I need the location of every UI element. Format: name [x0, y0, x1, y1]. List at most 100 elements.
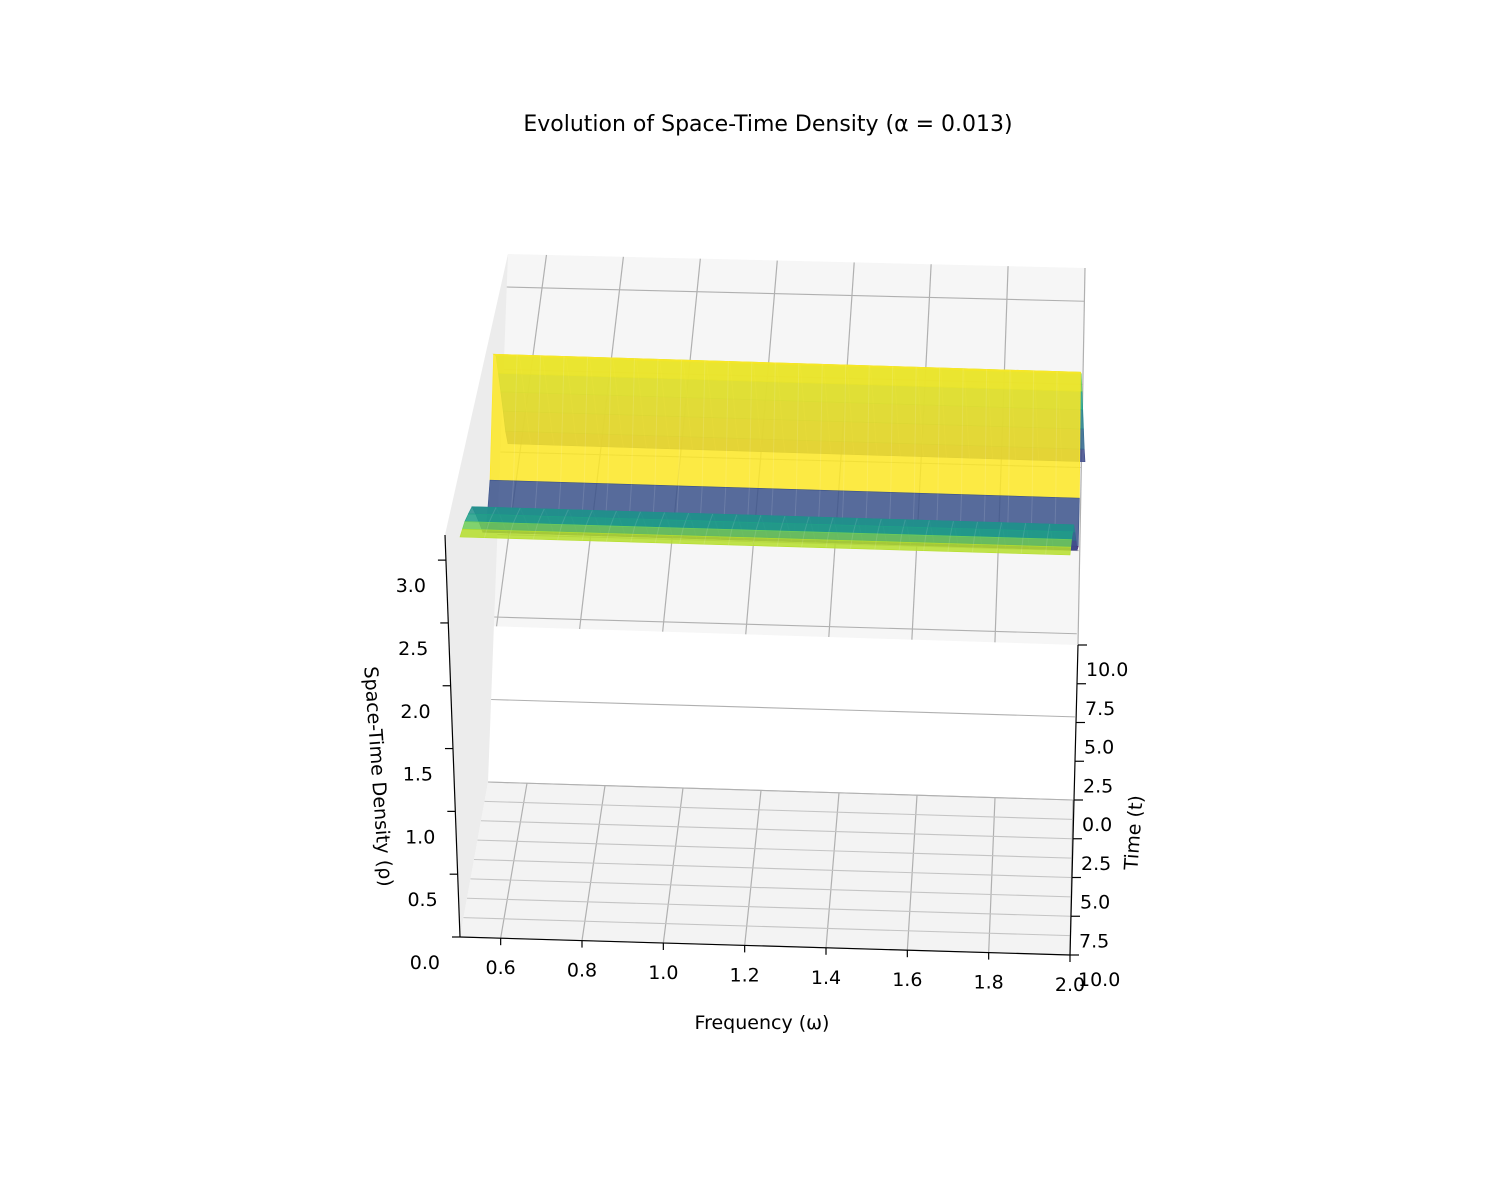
z-tick-label: 2.5	[398, 638, 428, 660]
x-tick-label: 1.4	[811, 967, 841, 989]
surface-facet-line	[540, 508, 545, 517]
z-gridline	[487, 781, 1074, 801]
surface-facet-line	[705, 528, 708, 537]
surface-facet-line	[826, 532, 830, 541]
surface-facet-line	[753, 530, 757, 538]
surface-facet-line	[492, 507, 497, 515]
z-gridline	[494, 616, 1077, 635]
surface-facet-line	[658, 519, 663, 528]
surface-facet-line	[961, 368, 964, 495]
surface-facet-line	[707, 520, 711, 529]
surface-facet-line	[1020, 545, 1023, 554]
surface-facet-line	[779, 523, 784, 532]
surface-facet-line	[727, 537, 731, 546]
y-gridline	[484, 800, 1073, 820]
y-tick-label: 7.5	[1085, 698, 1115, 720]
surface-facet-line	[680, 527, 684, 536]
x-axis-ticks: 0.6 0.8 1.0 1.2 1.4 1.6 1.8 2.0	[486, 938, 1085, 996]
surface-facet-line	[612, 510, 617, 519]
y-tick-label: 7.5	[1079, 930, 1109, 952]
surface-facet-line	[678, 359, 682, 486]
surface-facet-line	[825, 539, 828, 548]
surface-facet-line	[755, 522, 759, 531]
surface-facet-line	[564, 509, 569, 517]
surface-facet-line	[830, 517, 834, 525]
surface-facet-line	[1055, 371, 1058, 498]
surface-facet-line	[973, 528, 977, 537]
y-gridline	[473, 858, 1072, 879]
z-gridline	[491, 698, 1075, 718]
surface-facet-line	[854, 518, 858, 526]
surface-facet-line	[585, 517, 590, 526]
surface-facet-line	[661, 512, 666, 520]
y-tick-label: 5.0	[1084, 737, 1114, 759]
surface-band	[489, 353, 1081, 499]
surface-facet-line	[1045, 538, 1048, 547]
z-tick-label: 0.5	[407, 889, 437, 911]
surface-facet-line	[996, 544, 999, 553]
z-axis-ticks: 0.0 0.5 1.0 1.5 2.0 2.5 3.0	[396, 559, 460, 974]
surface-facet-line	[703, 536, 707, 545]
surface-facet-line	[632, 526, 636, 535]
surface-facet-line	[637, 511, 641, 520]
x-tick-label: 2.0	[1055, 974, 1085, 996]
surface-facet-line	[513, 354, 518, 481]
y-tick-label: 0.0	[1082, 814, 1112, 836]
z-tick-label: 1.0	[405, 826, 435, 848]
surface-facet-line	[778, 530, 781, 539]
surface-facet-line	[510, 522, 514, 531]
surface-facet-line	[866, 365, 870, 492]
surface-facet-line	[486, 522, 490, 531]
surface-facet-line	[508, 530, 512, 539]
y-gridline	[466, 897, 1071, 917]
surface-facet-line	[1045, 546, 1047, 555]
surface-facet-line	[1047, 523, 1051, 532]
surface-facet-line	[536, 355, 542, 482]
surface-facet-line	[802, 531, 806, 540]
z-axis-line	[444, 534, 461, 938]
surface-facet-line	[806, 516, 810, 525]
surface-facet-line	[607, 357, 612, 484]
surface-facet-line	[947, 543, 950, 552]
surface-facet-line	[804, 523, 808, 532]
surface-facet-line	[1021, 538, 1024, 546]
surface-facet-line	[924, 535, 927, 543]
x-tick-label: 1.2	[730, 964, 760, 986]
surface-facet-line	[583, 525, 587, 533]
surface-facet-line	[516, 507, 521, 516]
surface-facet-line	[902, 519, 906, 527]
surface-facet-line	[898, 542, 901, 551]
surface-facet-line	[709, 513, 714, 522]
x-tick-label: 1.0	[648, 962, 678, 984]
x-tick-label: 0.6	[486, 957, 516, 979]
surface-facet-line	[654, 359, 659, 486]
surface-facet-line	[937, 367, 941, 494]
surface-facet-line	[701, 360, 706, 487]
surface-facet-line	[607, 525, 611, 534]
surface-facet-line	[899, 534, 903, 543]
surface-facet-line	[679, 535, 682, 544]
surface-facet-line	[949, 528, 953, 537]
z-tick-label: 3.0	[396, 575, 426, 597]
surface-facet-line	[560, 356, 565, 483]
surface-facet-line	[557, 531, 561, 541]
surface-facet-line	[971, 544, 974, 553]
surface-plot	[459, 353, 1086, 556]
surface-facet-line	[828, 524, 832, 533]
x-axis-line	[459, 936, 1071, 956]
surface-facet-line	[748, 362, 753, 489]
surface-facet-line	[532, 531, 536, 540]
surface-facet-line	[1046, 531, 1049, 539]
y-tick-label: 10.0	[1078, 969, 1120, 991]
y-tick-label: 10.0	[1086, 659, 1128, 681]
surface-facet-line	[849, 540, 853, 549]
surface-facet-line	[984, 369, 988, 496]
surface-facet-line	[733, 514, 738, 522]
surface-facet-line	[913, 367, 917, 494]
y-tick-label: 5.0	[1080, 892, 1110, 914]
surface-facet-line	[685, 513, 690, 521]
surface-facet-line	[1008, 370, 1011, 496]
surface-facet-line	[581, 532, 585, 541]
surface-facet-line	[588, 510, 593, 518]
surface-facet-line	[948, 535, 951, 544]
